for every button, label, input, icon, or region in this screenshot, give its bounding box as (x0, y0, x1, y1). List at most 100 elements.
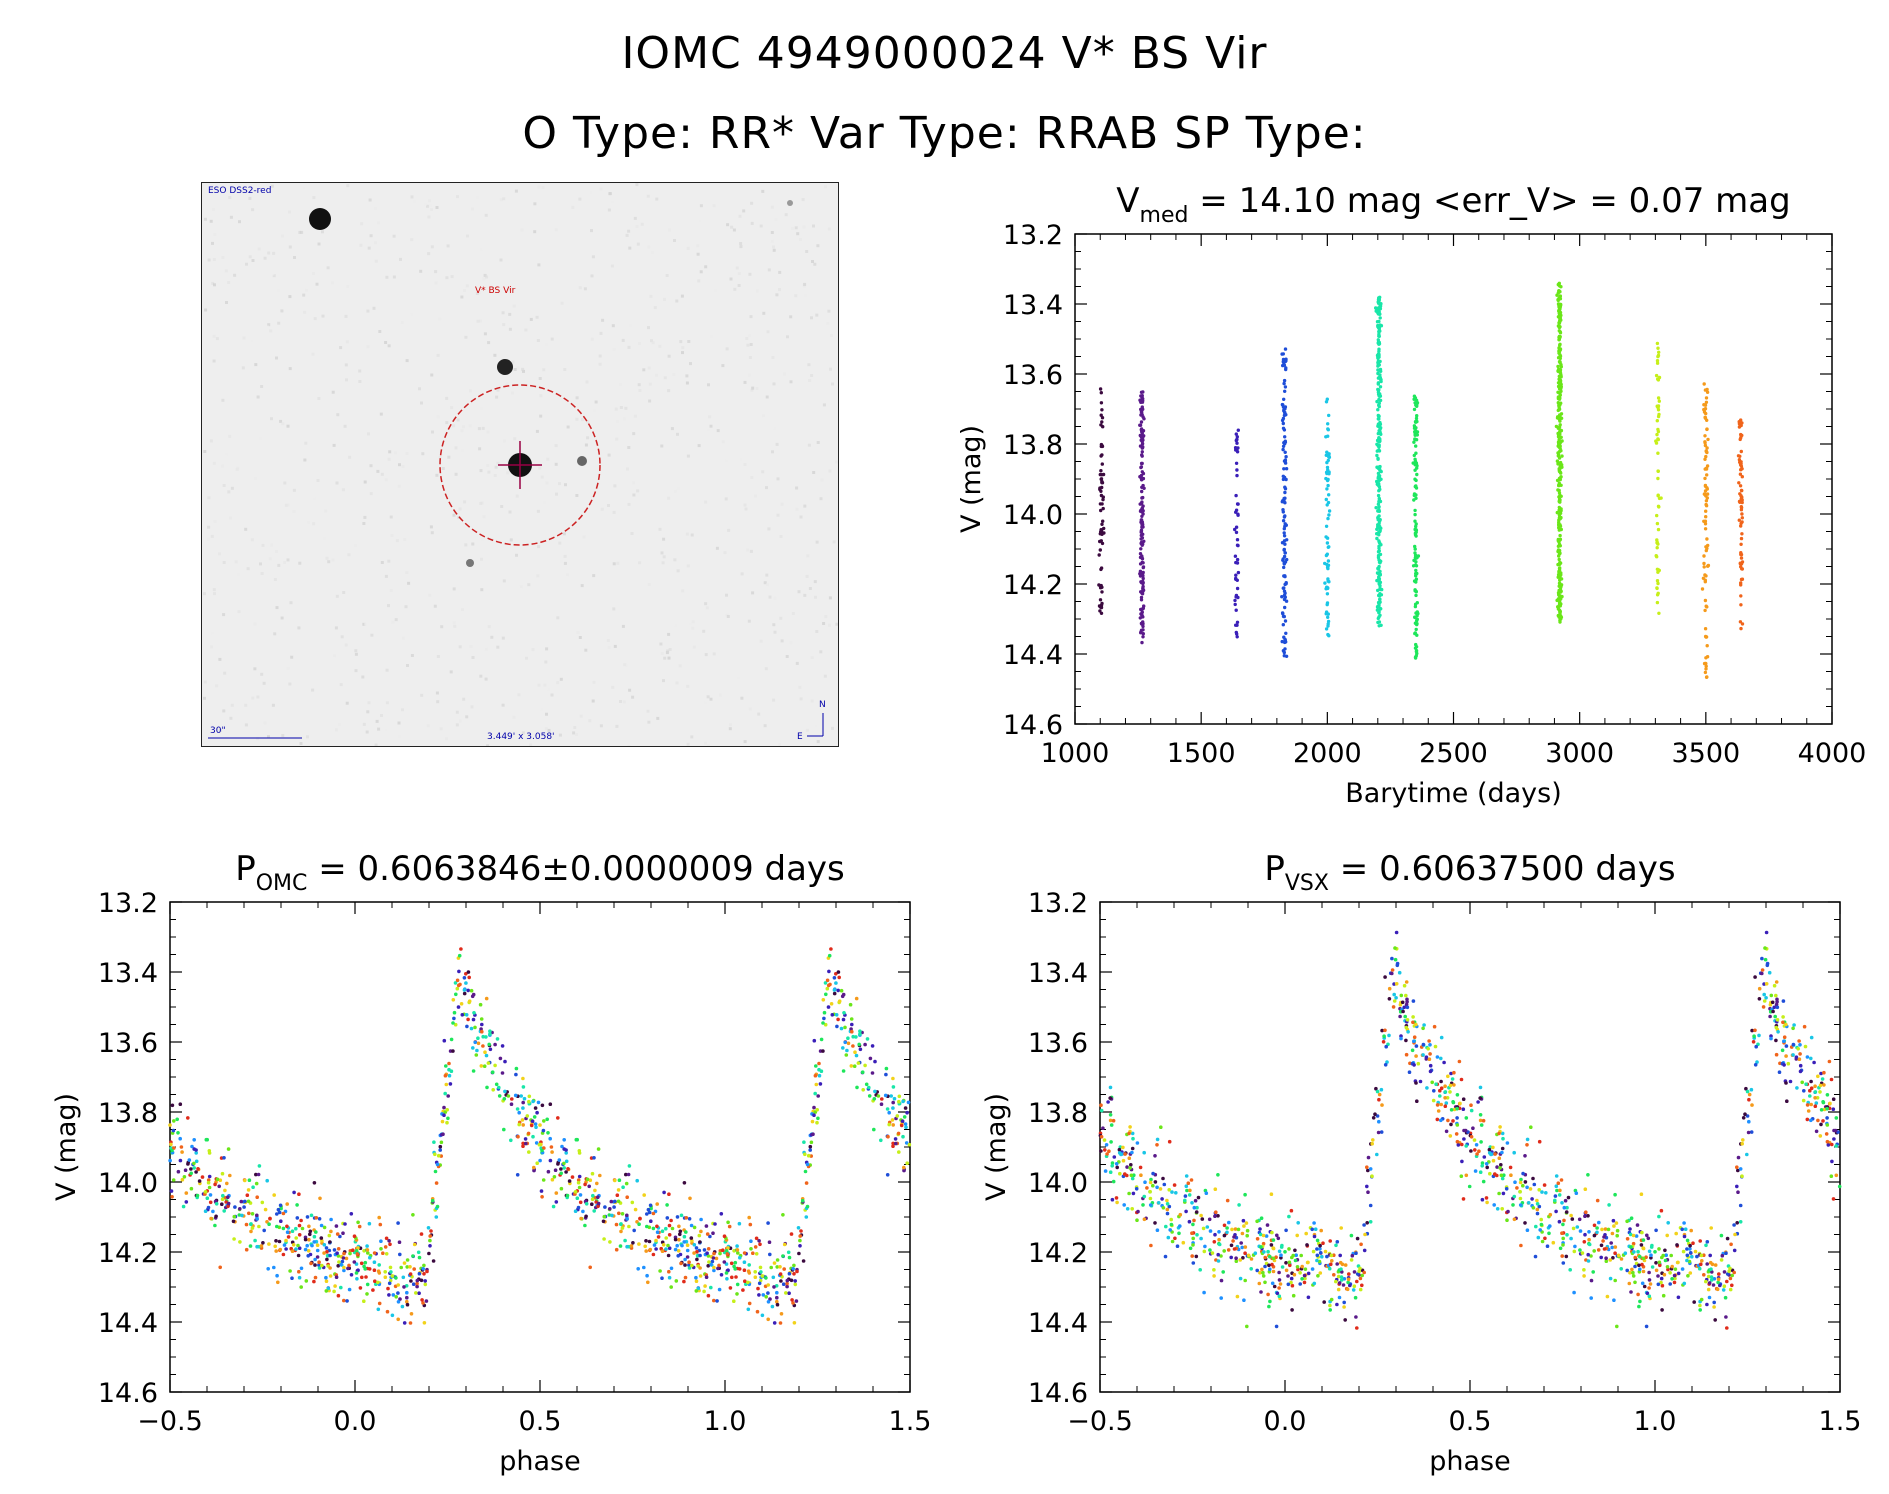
data-point (685, 1243, 690, 1247)
data-point (421, 1301, 425, 1305)
data-point (1558, 446, 1562, 451)
noise-speck (537, 185, 541, 189)
data-point (325, 1257, 329, 1262)
data-point (1355, 1272, 1360, 1276)
noise-speck (384, 341, 388, 344)
data-point (1233, 602, 1237, 607)
noise-speck (336, 413, 340, 417)
noise-speck (222, 613, 226, 617)
data-point (1424, 1055, 1429, 1059)
data-point (721, 1248, 725, 1252)
data-point (867, 1094, 872, 1098)
noise-speck (686, 742, 690, 746)
data-point (176, 1169, 181, 1174)
noise-speck (592, 574, 596, 578)
data-point (660, 1229, 665, 1233)
data-point (902, 1168, 906, 1173)
noise-speck (346, 184, 350, 188)
noise-speck (274, 550, 278, 553)
noise-speck (537, 545, 541, 549)
noise-speck (251, 259, 255, 262)
data-point (1559, 386, 1563, 391)
data-point (902, 1165, 906, 1170)
data-point (1379, 1130, 1384, 1134)
data-point (1426, 1047, 1430, 1051)
noise-speck (805, 728, 809, 732)
data-point (365, 1248, 370, 1252)
data-point (619, 1229, 623, 1234)
data-point (1600, 1227, 1604, 1232)
data-point (423, 1282, 428, 1287)
noise-speck (398, 463, 401, 467)
data-point (792, 1321, 797, 1325)
data-point (772, 1321, 777, 1325)
data-point (1738, 484, 1743, 488)
data-point (1404, 1002, 1409, 1007)
data-point (445, 1108, 450, 1112)
data-point (687, 1266, 692, 1270)
data-point (1325, 487, 1329, 491)
noise-speck (493, 474, 497, 477)
data-point (1705, 492, 1710, 496)
data-point (1338, 1253, 1342, 1258)
data-point (1139, 476, 1144, 481)
data-point (334, 1224, 339, 1228)
data-point (655, 1202, 659, 1206)
data-point (822, 1010, 827, 1015)
data-point (796, 1226, 801, 1230)
y-tick-label: 14.4 (1003, 640, 1063, 671)
data-point (1102, 526, 1106, 531)
data-point (1544, 1191, 1548, 1195)
noise-speck (502, 439, 506, 443)
data-point (1282, 381, 1286, 386)
data-point (1140, 522, 1144, 527)
noise-speck (746, 343, 750, 347)
data-point (814, 1064, 818, 1068)
data-point (1705, 446, 1709, 450)
data-point (1654, 554, 1658, 558)
data-point (1430, 1080, 1434, 1085)
data-point (194, 1170, 198, 1174)
noise-speck (750, 221, 754, 225)
data-point (363, 1267, 368, 1271)
data-point (1282, 531, 1286, 535)
noise-speck (560, 301, 564, 305)
noise-speck (280, 616, 284, 620)
noise-speck (452, 424, 456, 428)
noise-speck (554, 462, 558, 466)
data-point (1413, 602, 1418, 606)
data-point (1414, 426, 1418, 430)
noise-speck (478, 447, 482, 451)
data-point (1737, 481, 1741, 485)
data-point (1703, 484, 1708, 488)
data-point (1234, 608, 1238, 612)
data-point (1235, 502, 1240, 506)
noise-speck (384, 478, 388, 482)
noise-speck (810, 316, 813, 320)
data-point (692, 1225, 697, 1230)
data-point (1769, 1034, 1773, 1038)
noise-speck (487, 625, 491, 629)
noise-speck (512, 304, 516, 308)
noise-speck (395, 539, 399, 543)
data-point (1327, 634, 1331, 638)
noise-speck (215, 337, 219, 341)
data-point (1415, 433, 1419, 437)
data-point (456, 983, 461, 988)
data-point (562, 1138, 566, 1142)
data-point (396, 1300, 401, 1304)
noise-speck (746, 548, 750, 552)
data-point (1115, 1200, 1119, 1205)
data-point (1739, 494, 1743, 498)
data-point (1415, 419, 1419, 424)
data-point (1380, 587, 1384, 592)
noise-speck (302, 293, 306, 297)
data-point (1505, 1141, 1510, 1145)
data-point (1099, 567, 1103, 572)
data-point (1741, 1138, 1745, 1142)
data-point (709, 1262, 713, 1267)
noise-speck (480, 406, 484, 410)
data-point (1098, 609, 1102, 613)
data-point (593, 1188, 597, 1193)
noise-speck (562, 601, 566, 605)
